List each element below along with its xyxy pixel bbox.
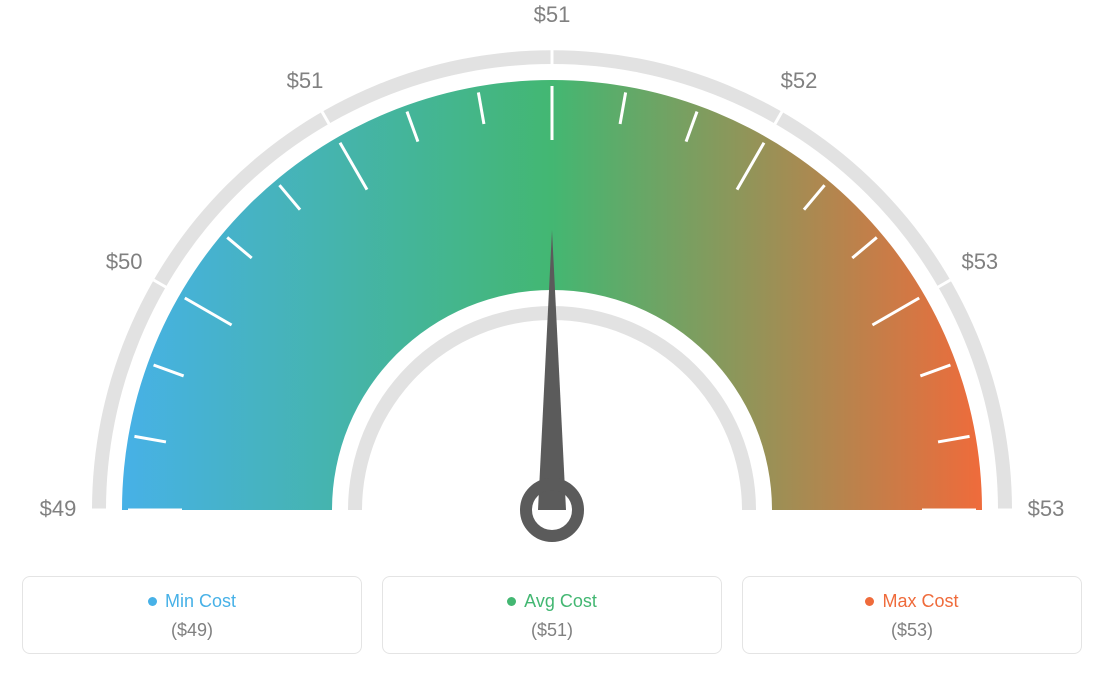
legend-dot-min [148, 597, 157, 606]
legend-label-max: Max Cost [882, 591, 958, 612]
legend-value-min: ($49) [171, 620, 213, 641]
legend-label-min: Min Cost [165, 591, 236, 612]
gauge-tick-label: $51 [287, 68, 324, 93]
gauge-tick-label: $53 [961, 249, 998, 274]
gauge-tick-label: $51 [534, 2, 571, 27]
cost-gauge: $49 $50 $51 $51 $52 $53 $53 [0, 0, 1104, 560]
legend-card-avg: Avg Cost ($51) [382, 576, 722, 654]
gauge-tick-label: $52 [781, 68, 818, 93]
legend-value-avg: ($51) [531, 620, 573, 641]
legend-row: Min Cost ($49) Avg Cost ($51) Max Cost (… [22, 576, 1082, 654]
legend-card-min: Min Cost ($49) [22, 576, 362, 654]
gauge-svg: $49 $50 $51 $51 $52 $53 $53 [0, 0, 1104, 560]
legend-dot-max [865, 597, 874, 606]
legend-card-max: Max Cost ($53) [742, 576, 1082, 654]
legend-label-avg: Avg Cost [524, 591, 597, 612]
legend-title-max: Max Cost [865, 591, 958, 612]
gauge-tick-label: $50 [106, 249, 143, 274]
legend-dot-avg [507, 597, 516, 606]
gauge-tick-label: $49 [40, 496, 77, 521]
gauge-tick-label: $53 [1028, 496, 1065, 521]
legend-title-avg: Avg Cost [507, 591, 597, 612]
legend-value-max: ($53) [891, 620, 933, 641]
legend-title-min: Min Cost [148, 591, 236, 612]
